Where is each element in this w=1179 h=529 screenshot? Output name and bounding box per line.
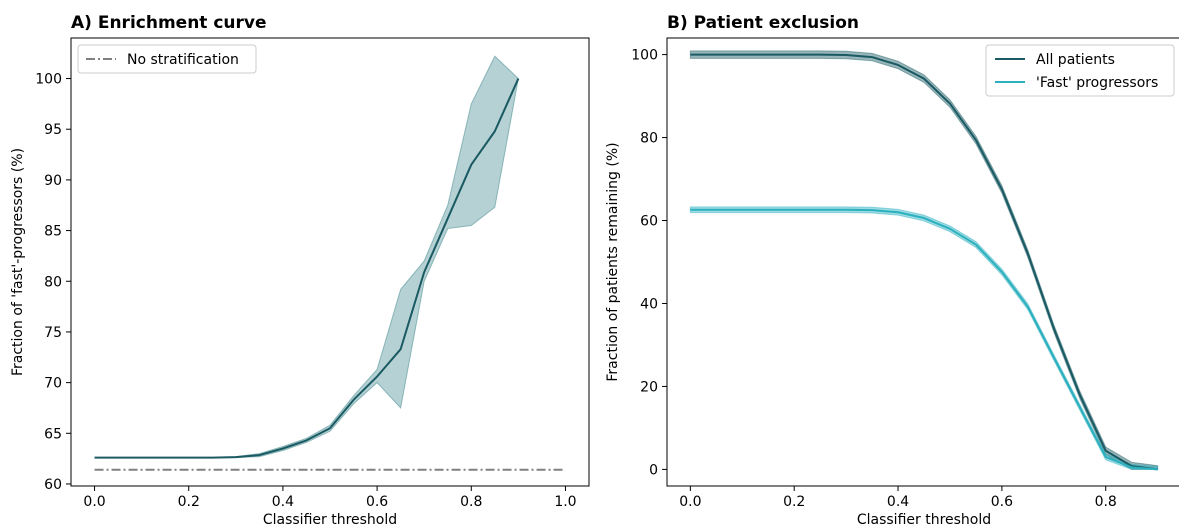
confidence-band-series-0 <box>94 55 519 459</box>
y-tick-label: 75 <box>44 325 62 341</box>
legend-label-no-stratification: No stratification <box>127 52 239 68</box>
panel-a-plot-frame <box>70 37 590 487</box>
y-tick-label: 65 <box>44 426 62 442</box>
x-tick-label: 0.6 <box>991 494 1013 510</box>
y-tick-label: 0 <box>649 462 658 478</box>
panel-a-legend: No stratification <box>77 44 257 74</box>
panel-b-y-axis-label: Fraction of patients remaining (%) <box>605 142 621 381</box>
panel-b-plot-frame <box>666 37 1179 487</box>
panel-b-patient-exclusion: B) Patient exclusion 0.0 0.2 0.4 0.6 0.8 0 20… <box>605 13 1179 528</box>
x-tick-label: 0.0 <box>679 494 701 510</box>
y-tick-label: 80 <box>44 274 62 290</box>
legend-label-fast-progressors: 'Fast' progressors <box>1036 75 1158 91</box>
legend-label-all-patients: All patients <box>1036 52 1115 68</box>
x-tick-label: 0.0 <box>83 494 105 510</box>
confidence-band-fast-progressors <box>689 206 1159 470</box>
panel-b-x-axis-label: Classifier threshold <box>857 512 991 528</box>
panel-a-lines <box>94 78 566 471</box>
panel-a-bands <box>94 55 519 459</box>
y-tick-label: 85 <box>44 224 62 240</box>
panel-a-title: A) Enrichment curve <box>71 13 267 33</box>
x-tick-label: 0.2 <box>783 494 805 510</box>
y-tick-label: 60 <box>640 214 658 230</box>
panel-a-y-axis-label: Fraction of 'fast'-progressors (%) <box>10 148 26 376</box>
series-line-fast-progressors <box>690 208 1158 471</box>
panel-b-x-ticks: 0.0 0.2 0.4 0.6 0.8 <box>679 486 1117 510</box>
panel-b-title: B) Patient exclusion <box>667 13 859 33</box>
confidence-band-all-patients <box>689 50 1159 470</box>
x-tick-label: 0.8 <box>460 494 482 510</box>
panel-b-bands <box>689 50 1159 470</box>
y-tick-label: 80 <box>640 131 658 147</box>
panel-a-enrichment-curve: A) Enrichment curve 0.0 0.2 0.4 0.6 0.8 1.0 6… <box>10 13 590 528</box>
panel-b-y-ticks: 0 20 40 60 80 100 <box>631 48 667 478</box>
x-tick-label: 1.0 <box>554 494 576 510</box>
panel-a-legend-box <box>77 44 257 74</box>
panel-a-x-axis-label: Classifier threshold <box>263 512 397 528</box>
panel-a-x-ticks: 0.0 0.2 0.4 0.6 0.8 1.0 <box>83 486 577 510</box>
x-tick-label: 0.4 <box>887 494 909 510</box>
y-tick-label: 60 <box>44 477 62 493</box>
series-line-all-patients <box>690 53 1158 471</box>
panel-b-legend: All patients 'Fast' progressors <box>985 44 1175 97</box>
x-tick-label: 0.6 <box>366 494 388 510</box>
series-line-series-0 <box>94 78 520 459</box>
y-tick-label: 100 <box>631 48 658 64</box>
y-tick-label: 100 <box>35 72 62 88</box>
panel-a-y-ticks: 60 65 70 75 80 85 90 95 100 <box>35 72 71 493</box>
x-tick-label: 0.2 <box>178 494 200 510</box>
panel-b-legend-box <box>985 44 1175 97</box>
y-tick-label: 95 <box>44 122 62 138</box>
y-tick-label: 40 <box>640 296 658 312</box>
x-tick-label: 0.4 <box>272 494 294 510</box>
y-tick-label: 20 <box>640 379 658 395</box>
x-tick-label: 0.8 <box>1095 494 1117 510</box>
panel-b-lines <box>690 53 1158 471</box>
y-tick-label: 70 <box>44 376 62 392</box>
y-tick-label: 90 <box>44 173 62 189</box>
